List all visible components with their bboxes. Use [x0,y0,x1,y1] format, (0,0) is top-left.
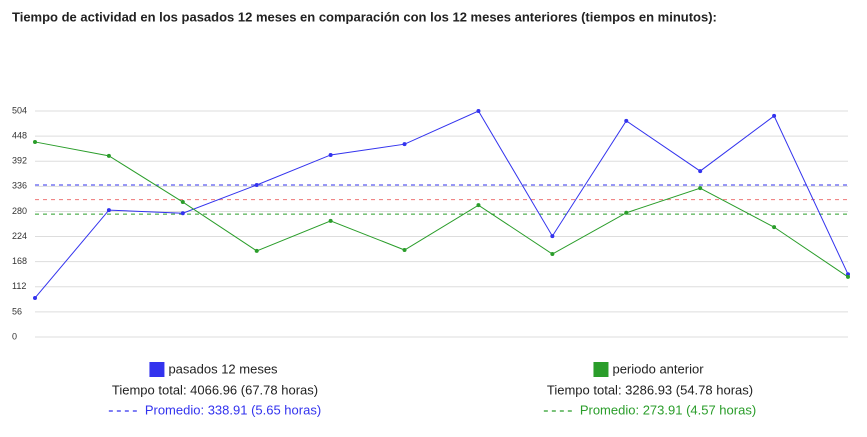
y-tick-label: 504 [12,105,27,115]
series-line [34,141,849,278]
y-tick-label: 392 [12,156,27,166]
point [624,210,629,215]
point [106,153,111,158]
y-tick-label: 224 [12,231,27,241]
point [846,274,850,279]
point [180,211,185,216]
point [550,252,555,257]
series-line [34,110,849,299]
legend-label: periodo anterior [612,361,704,376]
point [180,200,185,205]
point [328,218,333,223]
total-label: Tiempo total: 3286.93 (54.78 horas) [547,382,753,397]
y-tick-label: 280 [12,206,27,216]
point [772,113,777,118]
total-label: Tiempo total: 4066.96 (67.78 horas) [112,382,318,397]
point [476,203,481,208]
chart-title: Tiempo de actividad en los pasados 12 me… [12,9,717,24]
point [254,248,259,253]
legend-swatch [149,362,165,377]
point [476,109,481,113]
legend-label: pasados 12 meses [168,361,278,376]
point [698,186,703,191]
point [402,248,407,253]
y-tick-label: 336 [12,181,27,191]
y-tick-label: 112 [12,281,26,291]
point [772,225,777,230]
point [254,182,259,187]
legend-swatch [593,362,609,377]
point [624,118,629,123]
y-tick-label: 0 [12,331,17,341]
point [402,142,407,147]
point [33,295,37,300]
point [550,234,555,239]
average-label: Promedio: 338.91 (5.65 horas) [145,402,321,417]
point [328,152,333,157]
y-tick-label: 448 [12,130,27,140]
point [106,208,111,213]
average-label: Promedio: 273.91 (4.57 horas) [580,402,756,417]
point [33,139,37,144]
point [698,169,703,174]
y-tick-label: 56 [12,306,22,316]
y-tick-label: 168 [12,256,27,266]
